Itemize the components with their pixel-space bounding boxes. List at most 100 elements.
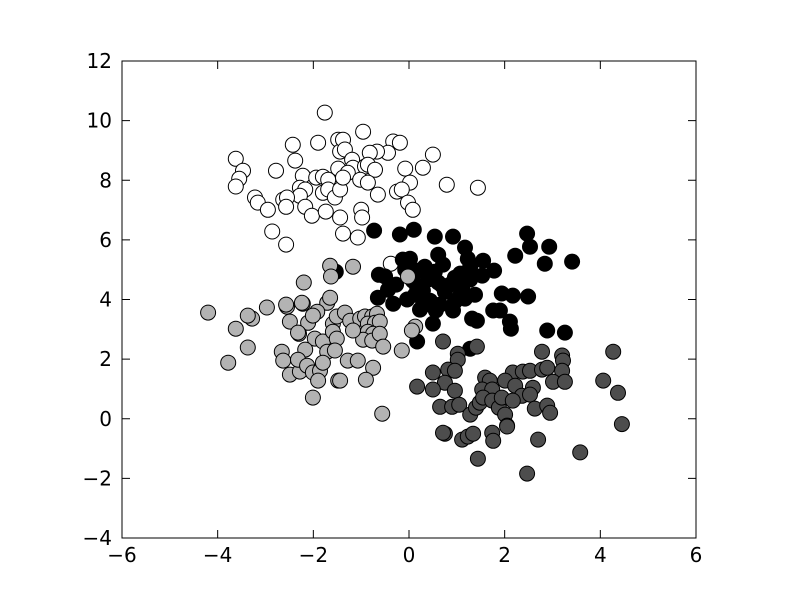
scatter-point [367, 161, 383, 178]
scatter-point [556, 373, 573, 390]
scatter-point [349, 229, 366, 246]
scatter-point [287, 152, 304, 169]
scatter-point [469, 450, 486, 467]
scatter-point [465, 425, 482, 442]
scatter-point [462, 271, 479, 288]
scatter-point [539, 322, 556, 339]
scatter-point [605, 343, 622, 360]
scatter-point [446, 293, 463, 310]
scatter-point [393, 342, 410, 359]
y-tick-label: 2 [99, 347, 112, 371]
scatter-point [539, 359, 556, 376]
x-tick-label: 0 [403, 543, 416, 567]
scatter-point [610, 384, 626, 401]
scatter-point [335, 225, 351, 242]
scatter-point [310, 372, 327, 389]
scatter-point [424, 146, 441, 163]
scatter-point [314, 354, 331, 371]
scatter-point [424, 364, 441, 381]
scatter-point [499, 418, 516, 435]
scatter-point [391, 226, 408, 243]
scatter-point [519, 465, 536, 482]
scatter-point [335, 169, 351, 186]
scatter-point [412, 301, 428, 318]
scatter-point [317, 203, 334, 220]
scatter-point [414, 159, 431, 176]
scatter-point [542, 404, 559, 421]
scatter-point [264, 223, 281, 240]
scatter-point [220, 354, 237, 371]
scatter-point [293, 294, 310, 311]
scatter-point [435, 333, 451, 350]
scatter-point [438, 176, 455, 193]
scatter-point [534, 343, 550, 360]
scatter-point [303, 207, 320, 224]
scatter-point [403, 322, 420, 339]
scatter-point [491, 302, 508, 319]
y-tick-label: 10 [87, 109, 112, 133]
scatter-point [239, 307, 256, 324]
scatter-point [556, 324, 573, 341]
scatter-point [295, 274, 312, 291]
y-tick-label: 6 [99, 228, 112, 252]
scatter-point [278, 296, 295, 313]
scatter-point [399, 291, 416, 308]
scatter-point [310, 134, 327, 151]
scatter-point [445, 228, 461, 245]
scatter-point [404, 201, 421, 218]
scatter-point [200, 304, 217, 321]
scatter-point [424, 381, 441, 398]
scatter-point [432, 296, 449, 313]
x-tick-label: 2 [498, 543, 511, 567]
scatter-point [572, 444, 589, 461]
scatter-point [345, 322, 361, 339]
scatter-point [522, 386, 538, 403]
scatter-point [354, 209, 371, 226]
y-tick-label: 4 [99, 288, 112, 312]
scatter-point [530, 431, 547, 448]
scatter-point [485, 432, 502, 449]
scatter-point [426, 263, 443, 280]
scatter-point [520, 288, 537, 305]
scatter-point [355, 123, 372, 140]
scatter-point [357, 371, 374, 388]
x-tick-label: −4 [203, 543, 232, 567]
scatter-point [435, 424, 451, 441]
scatter-point [486, 262, 503, 279]
scatter-point [564, 253, 581, 270]
scatter-point [284, 136, 301, 153]
y-tick-label: 0 [99, 407, 112, 431]
x-tick-label: −6 [107, 543, 136, 567]
scatter-point [409, 378, 426, 395]
scatter-point [239, 339, 256, 356]
scatter-point [502, 320, 519, 337]
scatter-point [519, 225, 536, 242]
scatter-point [322, 289, 339, 306]
x-tick-label: 6 [690, 543, 703, 567]
scatter-point [369, 186, 386, 203]
scatter-point [359, 174, 376, 191]
scatter-point [446, 362, 463, 379]
scatter-point [332, 209, 349, 226]
y-tick-label: −2 [83, 466, 112, 490]
scatter-point [345, 258, 361, 275]
scatter-point [468, 338, 485, 355]
scatter-point [268, 162, 284, 179]
scatter-point [522, 238, 538, 255]
scatter-point [258, 299, 275, 316]
cluster-black [327, 221, 581, 357]
scatter-point [323, 268, 339, 285]
scatter-point [451, 396, 468, 413]
scatter-point [507, 247, 524, 264]
cluster-light-gray [200, 257, 424, 422]
scatter-point [541, 238, 558, 255]
scatter-point [385, 295, 402, 312]
scatter-point [375, 338, 392, 355]
scatter-point [391, 134, 408, 151]
scatter-point [366, 222, 383, 239]
scatter-point [595, 372, 612, 389]
scatter-point [278, 198, 295, 215]
scatter-point [467, 286, 483, 303]
scatter-point [304, 307, 321, 324]
